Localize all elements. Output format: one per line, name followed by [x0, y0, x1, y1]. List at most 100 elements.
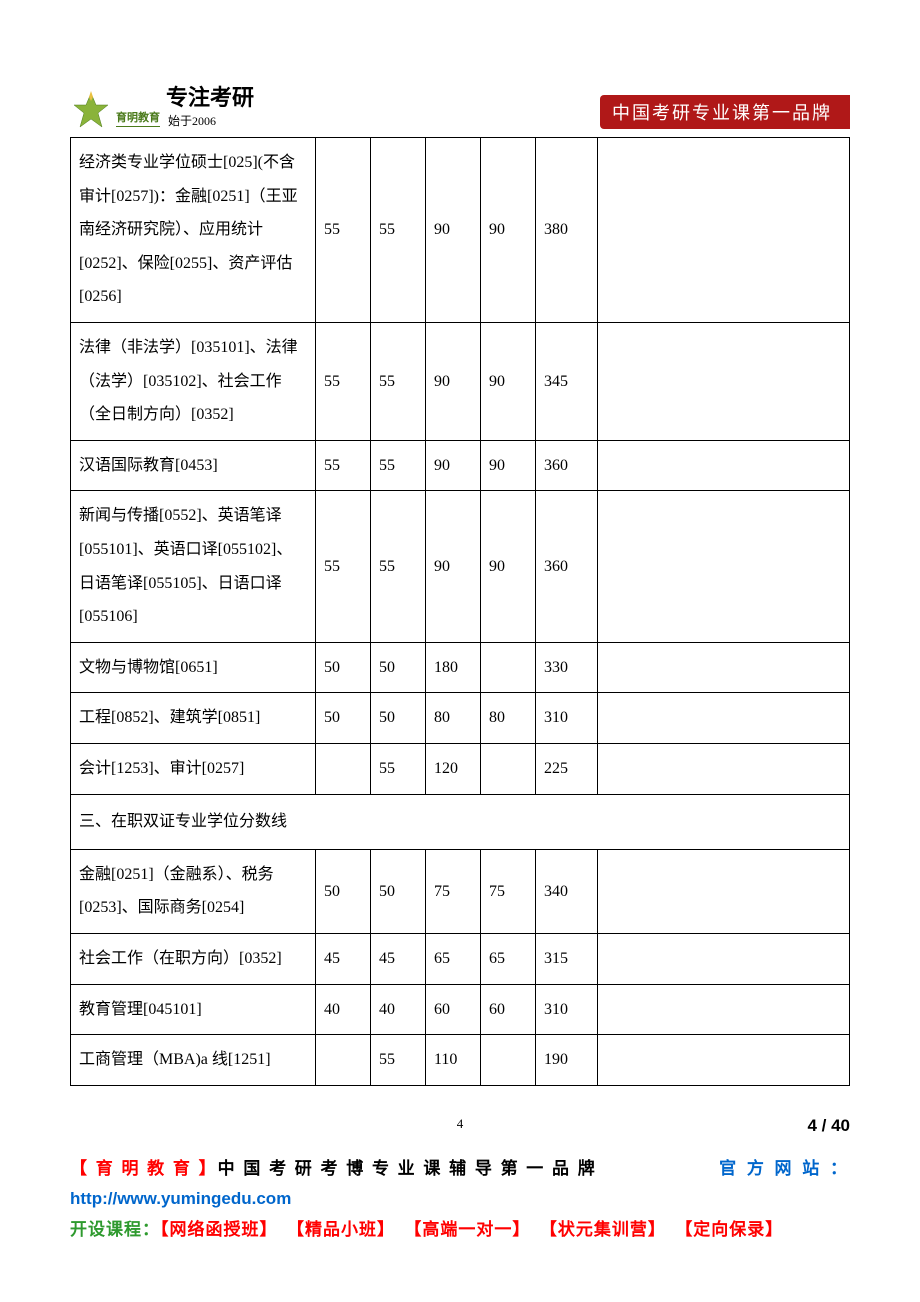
table-row: 经济类专业学位硕士[025](不含审计[0257])：金融[0251]（王亚南经… — [71, 138, 850, 323]
footer-tagline: 中 国 考 研 考 博 专 业 课 辅 导 第 一 品 牌 — [218, 1159, 597, 1178]
row-extra — [598, 934, 850, 985]
row-score-2: 40 — [371, 984, 426, 1035]
row-score-2: 55 — [371, 322, 426, 440]
table-row: 法律（非法学）[035101]、法律（法学）[035102]、社会工作（全日制方… — [71, 322, 850, 440]
row-extra — [598, 743, 850, 794]
row-score-4: 60 — [481, 984, 536, 1035]
row-score-2: 55 — [371, 440, 426, 491]
row-score-4: 65 — [481, 934, 536, 985]
row-label: 教育管理[045101] — [71, 984, 316, 1035]
row-score-1: 50 — [316, 693, 371, 744]
row-label: 工商管理（MBA)a 线[1251] — [71, 1035, 316, 1086]
row-score-4: 90 — [481, 491, 536, 642]
footer-line-2: http://www.yumingedu.com — [70, 1184, 850, 1215]
row-label: 经济类专业学位硕士[025](不含审计[0257])：金融[0251]（王亚南经… — [71, 138, 316, 323]
table-row: 工程[0852]、建筑学[0851]50508080310 — [71, 693, 850, 744]
row-label: 法律（非法学）[035101]、法律（法学）[035102]、社会工作（全日制方… — [71, 322, 316, 440]
table-row: 社会工作（在职方向）[0352]45456565315 — [71, 934, 850, 985]
row-score-1: 45 — [316, 934, 371, 985]
logo-divider — [116, 126, 160, 127]
row-score-4: 90 — [481, 440, 536, 491]
row-label: 文物与博物馆[0651] — [71, 642, 316, 693]
row-extra — [598, 642, 850, 693]
table-row: 工商管理（MBA)a 线[1251] 55110 190 — [71, 1035, 850, 1086]
score-table: 经济类专业学位硕士[025](不含审计[0257])：金融[0251]（王亚南经… — [70, 137, 850, 1086]
footer-url[interactable]: http://www.yumingedu.com — [70, 1189, 291, 1208]
row-label: 汉语国际教育[0453] — [71, 440, 316, 491]
row-score-2: 50 — [371, 642, 426, 693]
row-score-3: 110 — [426, 1035, 481, 1086]
row-score-2: 50 — [371, 693, 426, 744]
row-score-3: 80 — [426, 693, 481, 744]
row-extra — [598, 849, 850, 933]
footer-brand-tagline: 【 育 明 教 育 】中 国 考 研 考 博 专 业 课 辅 导 第 一 品 牌 — [70, 1154, 597, 1185]
row-total: 380 — [536, 138, 598, 323]
logo-block: 育明教育 专注考研 始于2006 — [70, 80, 254, 129]
table-row: 新闻与传播[0552]、英语笔译[055101]、英语口译[055102]、日语… — [71, 491, 850, 642]
footer-courses-label: 开设课程： — [70, 1220, 160, 1239]
row-score-3: 90 — [426, 322, 481, 440]
row-total: 315 — [536, 934, 598, 985]
row-total: 345 — [536, 322, 598, 440]
footer-official-label: 官 方 网 站 ： — [719, 1154, 850, 1185]
row-score-3: 60 — [426, 984, 481, 1035]
row-extra — [598, 322, 850, 440]
row-score-3: 65 — [426, 934, 481, 985]
row-score-1 — [316, 1035, 371, 1086]
row-total: 225 — [536, 743, 598, 794]
row-score-2: 55 — [371, 743, 426, 794]
row-score-1 — [316, 743, 371, 794]
row-total: 360 — [536, 440, 598, 491]
row-score-4: 75 — [481, 849, 536, 933]
row-score-1: 55 — [316, 322, 371, 440]
logo-brand-text: 育明教育 — [116, 113, 160, 124]
row-total: 190 — [536, 1035, 598, 1086]
footer-line-1: 【 育 明 教 育 】中 国 考 研 考 博 专 业 课 辅 导 第 一 品 牌… — [70, 1154, 850, 1185]
row-score-4: 90 — [481, 138, 536, 323]
row-extra — [598, 440, 850, 491]
footer-courses-wrap: 开设课程：【网络函授班】 【精品小班】 【高端一对一】 【状元集训营】 【定向保… — [70, 1215, 783, 1246]
row-score-4: 80 — [481, 693, 536, 744]
row-score-3: 75 — [426, 849, 481, 933]
row-score-4 — [481, 642, 536, 693]
row-label: 社会工作（在职方向）[0352] — [71, 934, 316, 985]
row-label: 新闻与传播[0552]、英语笔译[055101]、英语口译[055102]、日语… — [71, 491, 316, 642]
table-row: 金融[0251]（金融系）、税务[0253]、国际商务[0254]5050757… — [71, 849, 850, 933]
row-label: 会计[1253]、审计[0257] — [71, 743, 316, 794]
footer-course-item: 【高端一对一】 — [404, 1220, 530, 1239]
row-score-3: 90 — [426, 491, 481, 642]
footer-line-3: 开设课程：【网络函授班】 【精品小班】 【高端一对一】 【状元集训营】 【定向保… — [70, 1215, 850, 1246]
footer-brand: 【 育 明 教 育 】 — [70, 1159, 218, 1178]
row-score-3: 90 — [426, 440, 481, 491]
logo-text: 育明教育 — [116, 113, 160, 129]
header-banner: 中国考研专业课第一品牌 — [600, 95, 850, 129]
row-extra — [598, 693, 850, 744]
table-row: 汉语国际教育[0453]55559090360 — [71, 440, 850, 491]
row-score-1: 50 — [316, 849, 371, 933]
row-score-2: 55 — [371, 491, 426, 642]
row-total: 340 — [536, 849, 598, 933]
footer-course-item: 【精品小班】 — [287, 1220, 395, 1239]
table-row: 会计[1253]、审计[0257] 55120 225 — [71, 743, 850, 794]
page-footer: 【 育 明 教 育 】中 国 考 研 考 博 专 业 课 辅 导 第 一 品 牌… — [70, 1154, 850, 1246]
row-score-4: 90 — [481, 322, 536, 440]
row-label: 工程[0852]、建筑学[0851] — [71, 693, 316, 744]
table-row: 文物与博物馆[0651]5050180330 — [71, 642, 850, 693]
row-score-3: 180 — [426, 642, 481, 693]
row-extra — [598, 1035, 850, 1086]
row-score-3: 120 — [426, 743, 481, 794]
row-extra — [598, 138, 850, 323]
row-score-2: 55 — [371, 1035, 426, 1086]
footer-course-item: 【定向保录】 — [675, 1220, 783, 1239]
row-score-2: 55 — [371, 138, 426, 323]
row-score-1: 55 — [316, 491, 371, 642]
page-header: 育明教育 专注考研 始于2006 中国考研专业课第一品牌 — [70, 80, 850, 129]
row-score-4 — [481, 743, 536, 794]
section-title-cell: 三、在职双证专业学位分数线 — [71, 794, 850, 849]
row-score-1: 40 — [316, 984, 371, 1035]
row-score-1: 50 — [316, 642, 371, 693]
row-total: 310 — [536, 693, 598, 744]
row-score-1: 55 — [316, 440, 371, 491]
row-score-1: 55 — [316, 138, 371, 323]
footer-course-item: 【网络函授班】 — [160, 1220, 278, 1239]
